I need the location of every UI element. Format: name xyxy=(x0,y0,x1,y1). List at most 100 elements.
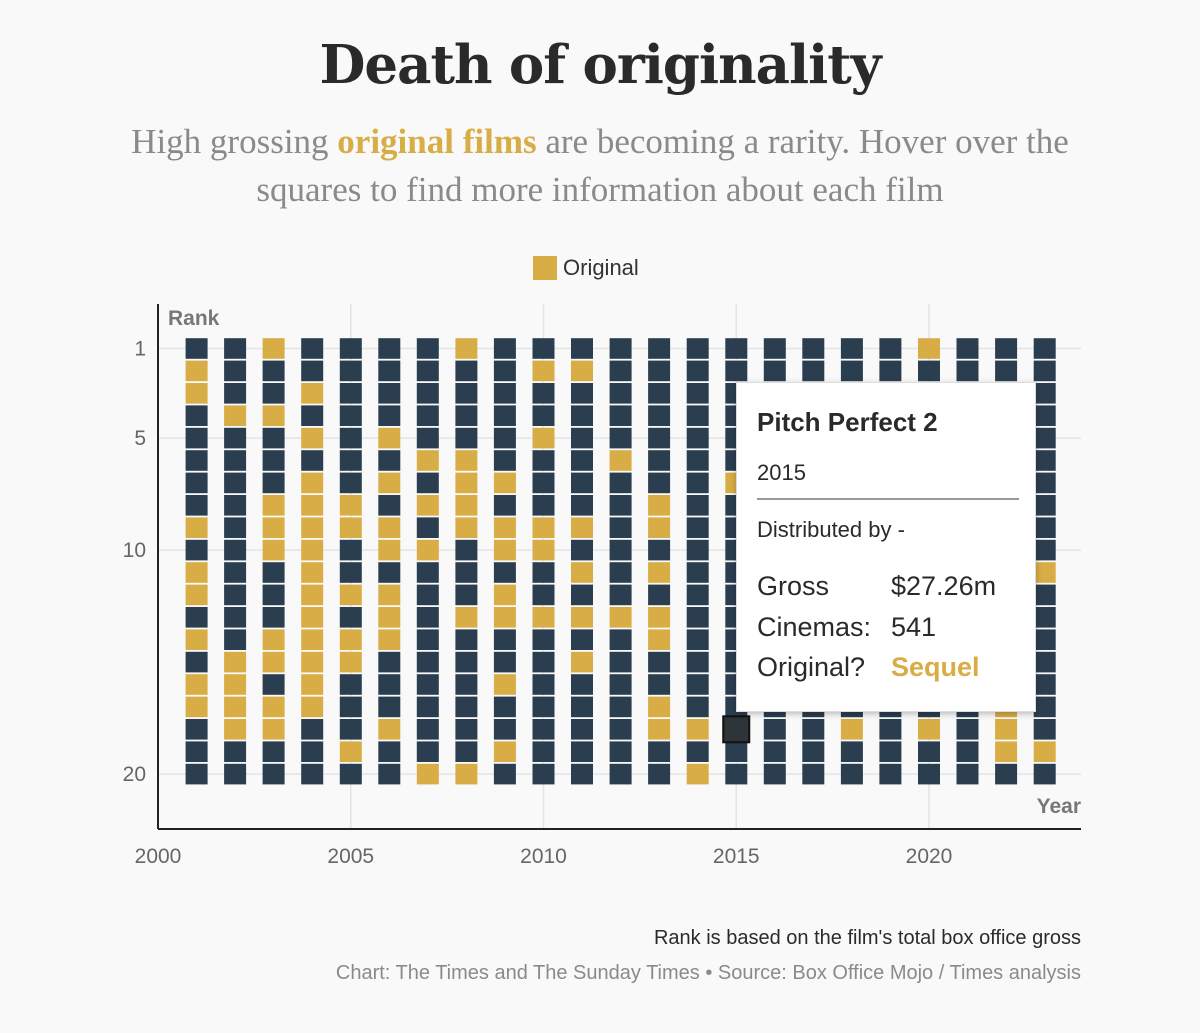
cell-not-original xyxy=(609,338,632,359)
cell-not-original xyxy=(802,338,825,359)
cell-not-original xyxy=(1033,607,1056,628)
cell-not-original xyxy=(956,719,979,740)
cell-not-original xyxy=(532,719,555,740)
tooltip-gross-label: Gross xyxy=(757,571,830,601)
cell-not-original xyxy=(1033,539,1056,561)
cell-not-original xyxy=(224,383,247,404)
cell-not-original xyxy=(493,495,516,516)
cell-not-original xyxy=(224,562,247,583)
cell-original xyxy=(301,629,324,650)
cell-not-original xyxy=(185,450,208,471)
cell-not-original xyxy=(378,360,401,382)
cell-not-original xyxy=(532,383,555,404)
cell-not-original xyxy=(493,427,516,449)
cell-not-original xyxy=(995,338,1018,359)
cell-not-original xyxy=(455,741,478,762)
cell-original xyxy=(301,383,324,404)
cell-not-original xyxy=(224,450,247,471)
cell-not-original xyxy=(609,427,632,449)
cell-not-original xyxy=(840,763,863,785)
cell-original xyxy=(185,584,208,606)
cell-not-original xyxy=(455,651,478,673)
cell-original xyxy=(185,517,208,538)
cell-original xyxy=(224,651,247,673)
cell-not-original xyxy=(1033,651,1056,673)
cell-original xyxy=(301,584,324,606)
tooltip-original-label: Original? xyxy=(757,652,866,682)
cell-not-original xyxy=(262,607,285,628)
cell-original xyxy=(378,719,401,740)
cell-not-original xyxy=(763,741,786,762)
cell-original xyxy=(571,517,593,538)
cell-not-original xyxy=(532,405,555,426)
cell-original xyxy=(262,539,285,561)
cell-not-original xyxy=(339,763,362,785)
cell-not-original xyxy=(378,405,401,426)
cell-original xyxy=(532,539,555,561)
cell-not-original xyxy=(532,338,555,359)
cell-not-original xyxy=(609,741,632,762)
cell-not-original xyxy=(648,405,671,426)
cell-not-original xyxy=(532,495,555,516)
cell-not-original xyxy=(301,405,324,426)
cell-not-original xyxy=(224,629,247,650)
cell-not-original xyxy=(956,360,979,382)
cell-not-original xyxy=(378,450,401,471)
cell-not-original xyxy=(571,719,593,740)
cell-not-original xyxy=(339,674,362,695)
cell-original xyxy=(532,517,555,538)
cell-not-original xyxy=(532,562,555,583)
cell-not-original xyxy=(416,427,439,449)
cell-not-original xyxy=(262,763,285,785)
cell-not-original xyxy=(416,674,439,695)
cell-not-original xyxy=(840,360,863,382)
cell-not-original xyxy=(224,360,247,382)
cell-original xyxy=(224,405,247,426)
cell-original xyxy=(532,607,555,628)
cell-not-original xyxy=(339,607,362,628)
cell-not-original xyxy=(571,584,593,606)
cell-not-original xyxy=(1033,763,1056,785)
cell-not-original xyxy=(609,651,632,673)
cell-not-original xyxy=(339,719,362,740)
cell-original xyxy=(493,472,516,494)
x-tick-label: 2015 xyxy=(713,845,760,868)
cell-not-original xyxy=(416,517,439,538)
cell-not-original xyxy=(339,562,362,583)
tooltip-original-row: Original? Sequel xyxy=(757,652,980,683)
cell-not-original xyxy=(686,427,709,449)
cell-not-original xyxy=(879,763,902,785)
cell-original xyxy=(995,719,1018,740)
cell-not-original xyxy=(493,338,516,359)
cell-original xyxy=(648,696,671,718)
cell-not-original xyxy=(339,472,362,494)
cell-original xyxy=(224,719,247,740)
cell-not-original xyxy=(262,741,285,762)
cell-original xyxy=(301,427,324,449)
cell-not-original xyxy=(493,360,516,382)
cell-not-original xyxy=(301,338,324,359)
cell-not-original xyxy=(455,719,478,740)
cell-not-original xyxy=(455,360,478,382)
cell-not-original xyxy=(185,495,208,516)
cell-original xyxy=(301,539,324,561)
cell-original xyxy=(339,517,362,538)
tooltip-distributor: Distributed by - xyxy=(757,517,905,542)
cell-not-original xyxy=(840,741,863,762)
cell-not-original xyxy=(995,360,1018,382)
cell-not-original xyxy=(648,651,671,673)
cell-not-original xyxy=(686,405,709,426)
cell-not-original xyxy=(918,360,940,382)
cell-not-original xyxy=(224,584,247,606)
cell-not-original xyxy=(648,741,671,762)
cell-not-original xyxy=(416,696,439,718)
cell-not-original xyxy=(1033,383,1056,404)
film-tooltip: Pitch Perfect 2 2015 Distributed by - Gr… xyxy=(736,382,1036,712)
cell-not-original xyxy=(918,763,940,785)
cell-original xyxy=(609,607,632,628)
cell-not-original xyxy=(609,696,632,718)
tooltip-cinemas-value: 541 xyxy=(891,612,937,642)
cell-original xyxy=(301,696,324,718)
cell-original xyxy=(648,629,671,650)
cell-not-original xyxy=(416,383,439,404)
